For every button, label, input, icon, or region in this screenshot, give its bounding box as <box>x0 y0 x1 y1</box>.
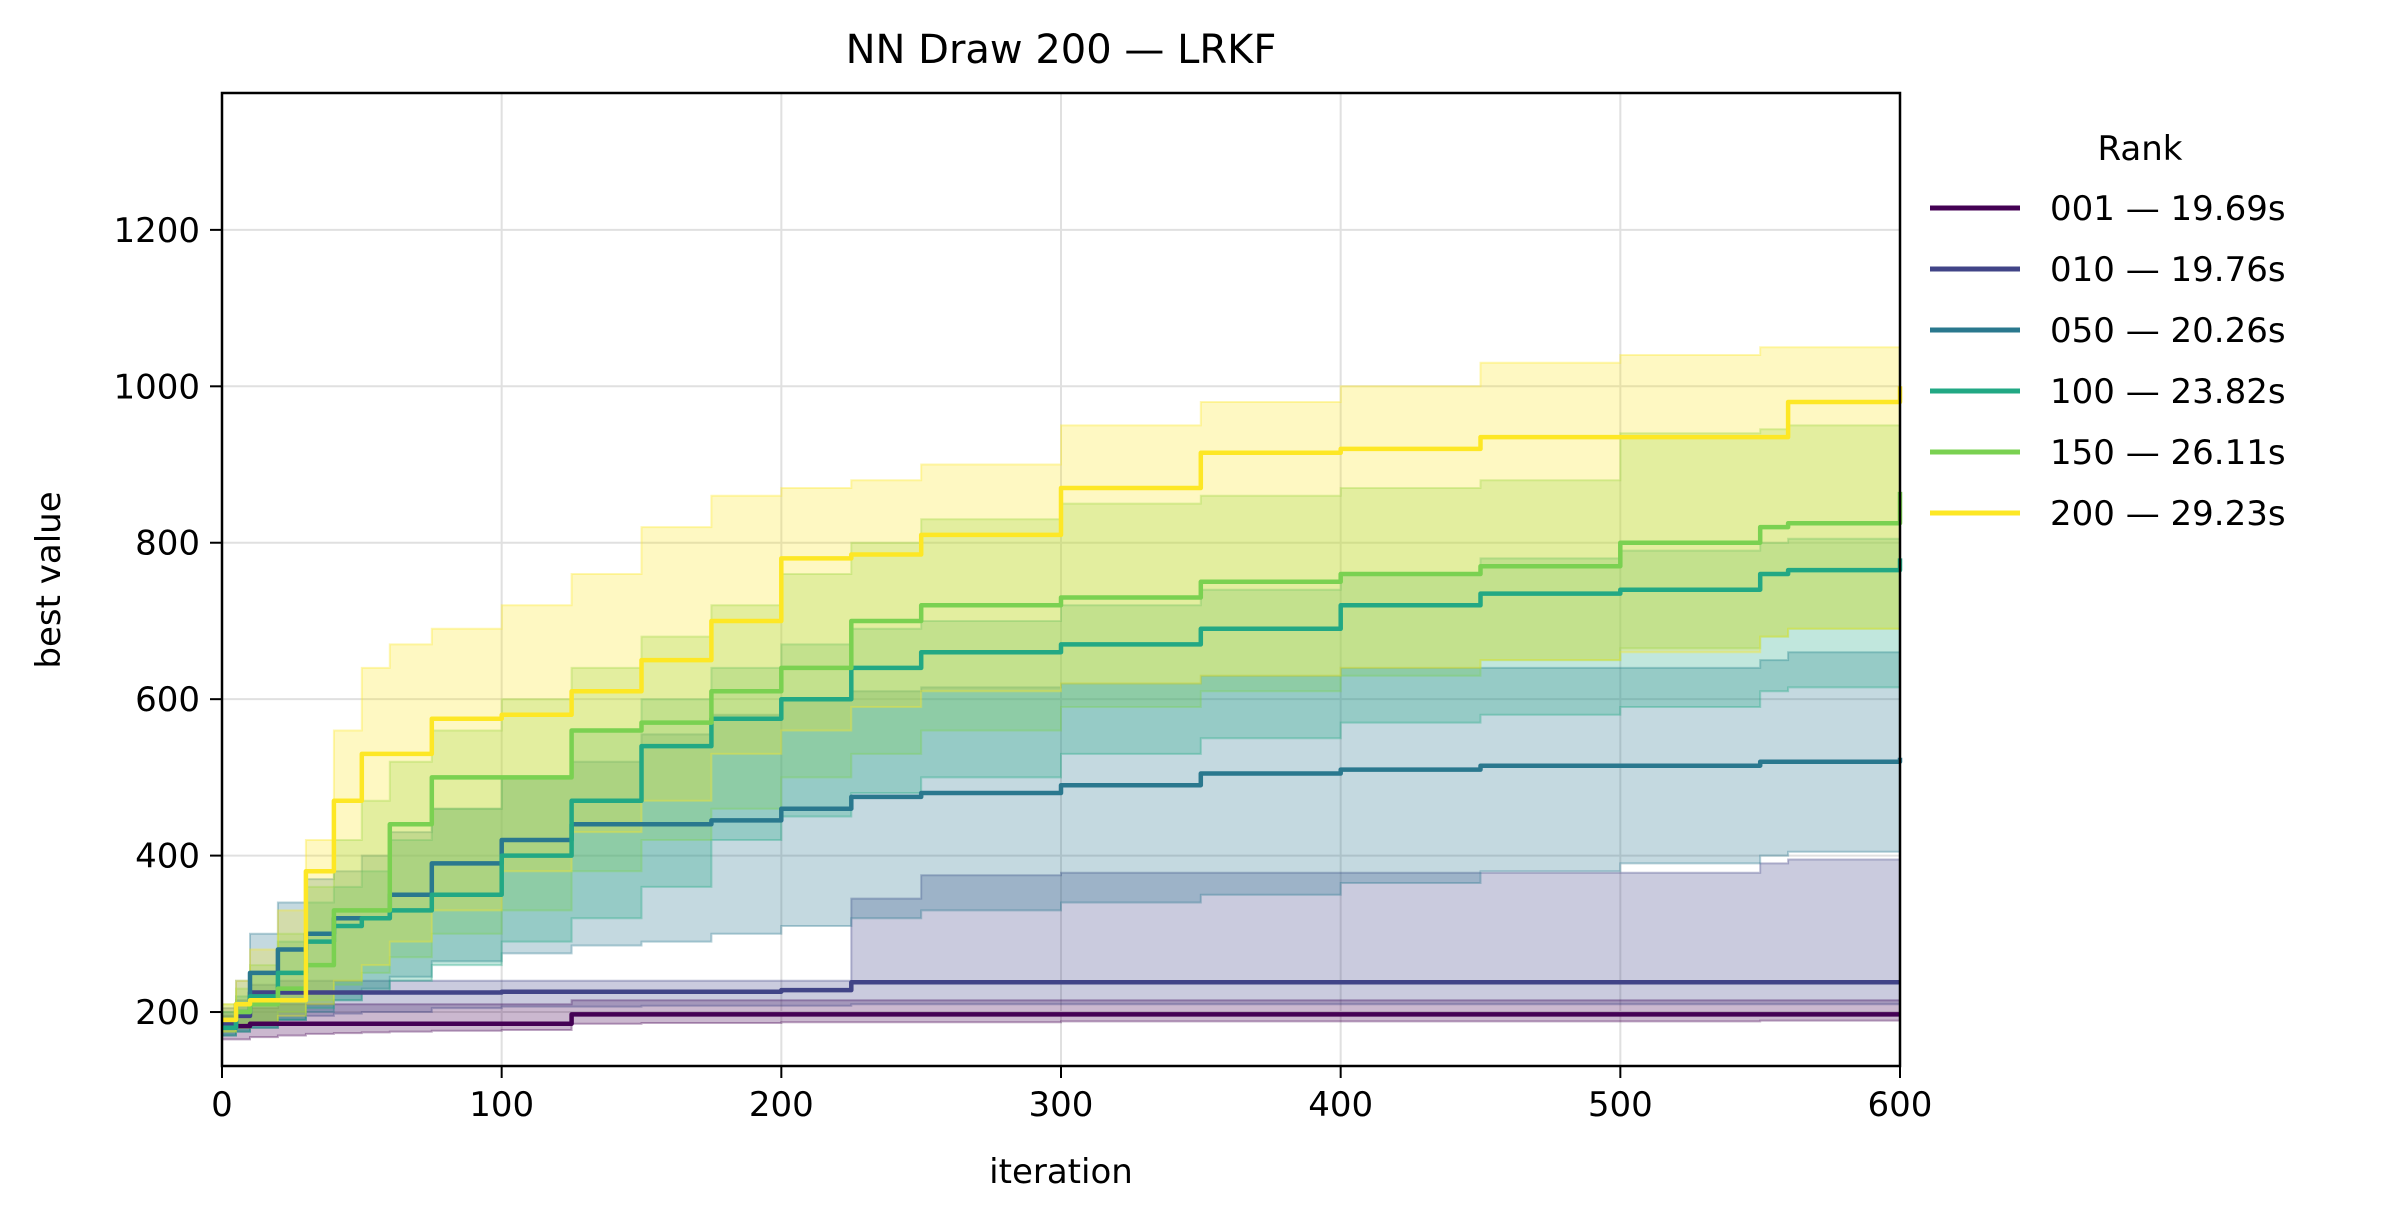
confidence-bands <box>221 346 1901 1041</box>
x-tick-label: 200 <box>749 1085 814 1125</box>
y-tick-label: 200 <box>135 993 200 1033</box>
legend: Rank 001 — 19.69s 010 — 19.76s 050 — 20.26… <box>1930 129 2286 534</box>
legend-entry: 001 — 19.69s <box>2050 189 2286 229</box>
x-tick-label: 0 <box>211 1085 233 1125</box>
x-axis-ticks: 0 100 200 300 400 500 600 <box>211 1066 1932 1125</box>
band-0 <box>221 999 1901 1041</box>
x-tick-label: 600 <box>1868 1085 1933 1125</box>
y-tick-label: 400 <box>135 837 200 877</box>
x-tick-label: 500 <box>1588 1085 1653 1125</box>
legend-entry: 010 — 19.76s <box>2050 250 2286 290</box>
y-axis-label: best value <box>29 491 69 668</box>
series-lines <box>222 386 1903 1030</box>
legend-entry: 150 — 26.11s <box>2050 433 2286 473</box>
series-line-5 <box>222 386 1903 1023</box>
legend-entry: 100 — 23.82s <box>2050 372 2286 412</box>
y-tick-label: 800 <box>135 524 200 564</box>
y-tick-label: 1200 <box>113 211 200 251</box>
y-tick-label: 600 <box>135 680 200 720</box>
series-line-1 <box>222 980 1900 1027</box>
y-tick-label: 1000 <box>113 367 200 407</box>
chart-title: NN Draw 200 — LRKF <box>846 27 1277 73</box>
legend-title: Rank <box>2098 129 2183 169</box>
legend-entry: 200 — 29.23s <box>2050 494 2286 534</box>
series-line-0 <box>222 1012 1900 1030</box>
x-tick-label: 300 <box>1029 1085 1094 1125</box>
y-axis-ticks: 200 400 600 800 1000 1200 <box>113 211 222 1033</box>
x-axis-label: iteration <box>989 1152 1133 1192</box>
legend-entry: 050 — 20.26s <box>2050 311 2286 351</box>
x-tick-label: 400 <box>1308 1085 1373 1125</box>
x-tick-label: 100 <box>469 1085 534 1125</box>
